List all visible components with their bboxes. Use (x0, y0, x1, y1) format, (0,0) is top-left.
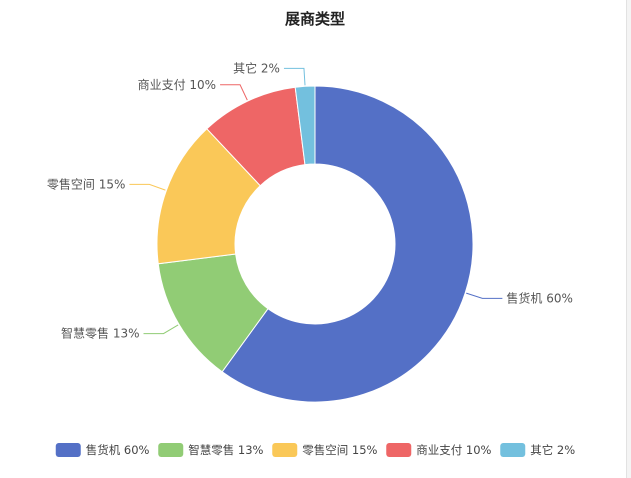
legend-swatch-2[interactable] (272, 443, 298, 457)
leader-line-4 (283, 67, 306, 86)
slice-labels: 售货机 60% 智慧零售 13% 零售空间 15% 商业支付 10% 其它 2% (47, 60, 573, 340)
slice-label-1: 智慧零售 13% (61, 326, 140, 341)
slice-label-4: 其它 2% (233, 60, 280, 75)
legend-label-3[interactable]: 商业支付 10% (416, 443, 491, 457)
donut-slices (156, 85, 474, 403)
label-leaders (129, 67, 503, 335)
legend-swatch-0[interactable] (55, 443, 81, 457)
slice-label-0: 售货机 60% (506, 290, 573, 305)
legend-swatch-4[interactable] (500, 443, 526, 457)
legend-swatch-1[interactable] (158, 443, 184, 457)
leader-line-0 (466, 292, 503, 299)
leader-line-1 (143, 324, 179, 335)
slice-label-2: 零售空间 15% (47, 176, 126, 191)
slice-4 (294, 85, 316, 166)
legend-label-0[interactable]: 售货机 60% (86, 443, 150, 457)
legend-label-4[interactable]: 其它 2% (530, 443, 575, 457)
legend-swatch-3[interactable] (386, 443, 412, 457)
slice-0 (221, 85, 474, 403)
legend: 售货机 60% 智慧零售 13% 零售空间 15% 商业支付 10% 其它 2% (55, 443, 575, 457)
chart-title: 展商类型 (285, 10, 345, 28)
leader-line-2 (129, 183, 166, 191)
slice-label-3: 商业支付 10% (138, 77, 217, 92)
leader-line-3 (220, 84, 248, 101)
right-edge-frame (626, 0, 631, 478)
legend-label-2[interactable]: 零售空间 15% (302, 443, 377, 457)
legend-label-1[interactable]: 智慧零售 13% (188, 443, 263, 457)
